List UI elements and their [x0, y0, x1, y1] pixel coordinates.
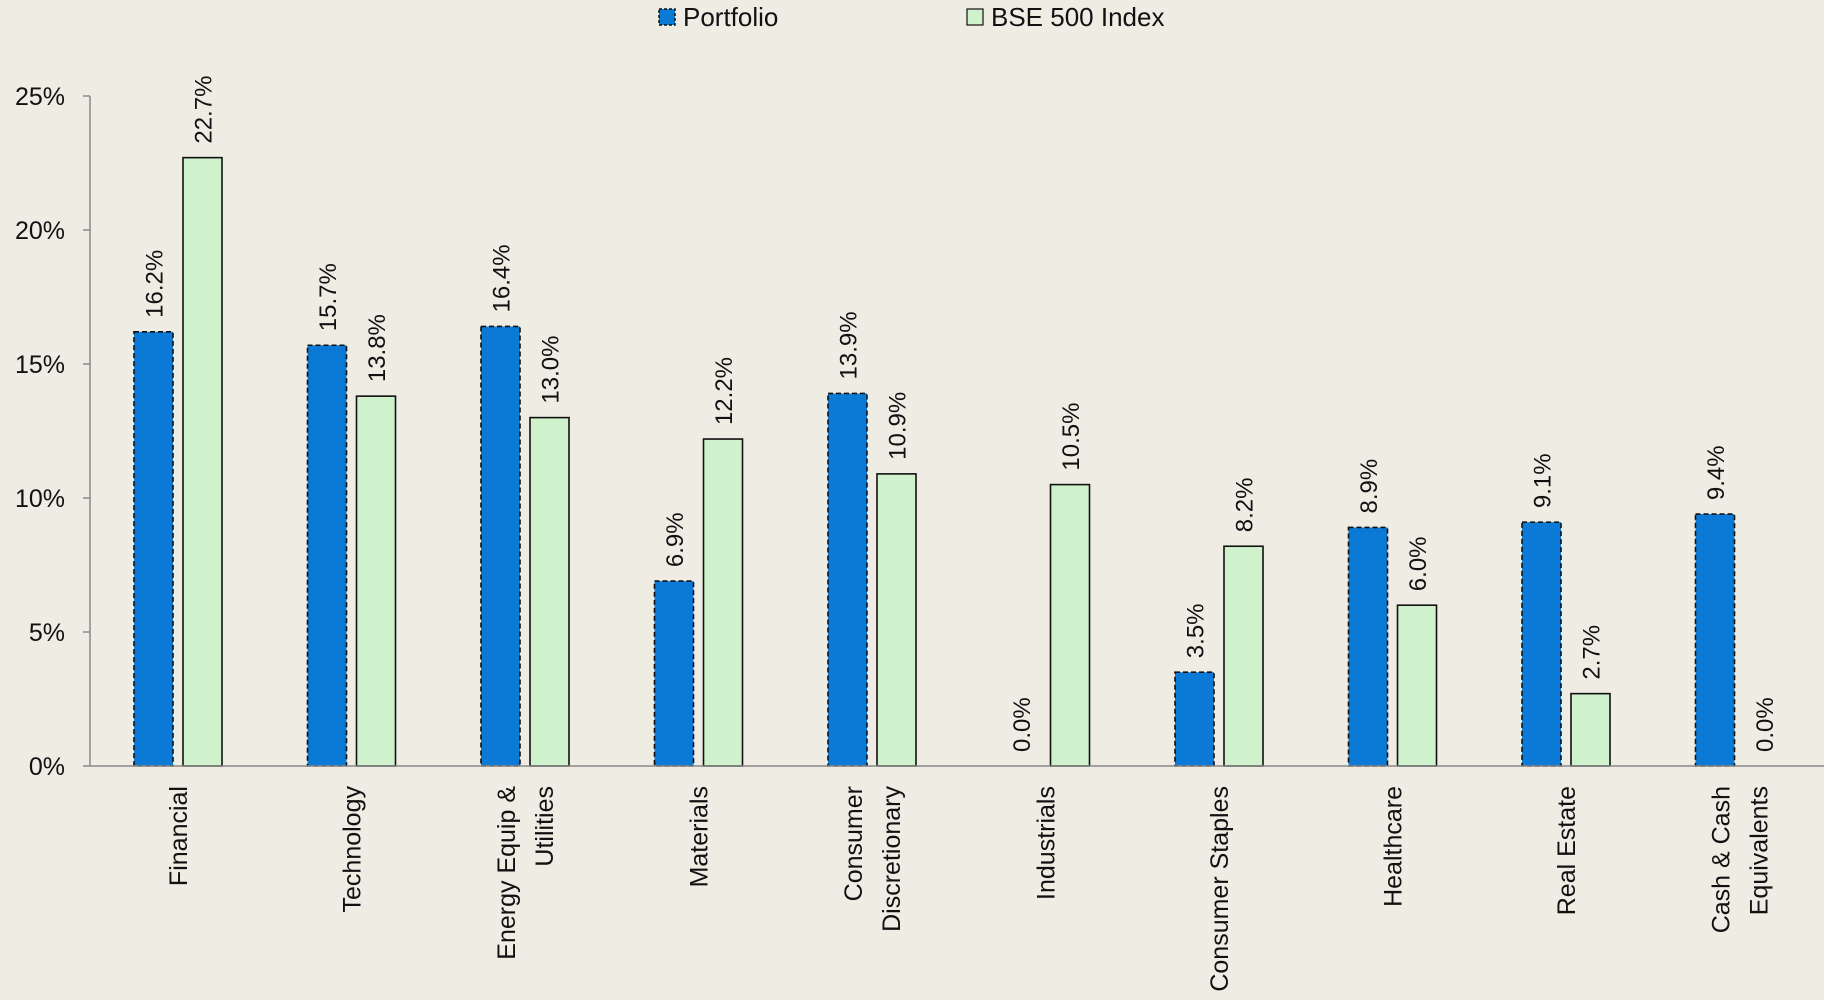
data-label-bse-500-index-technology: 13.8% — [364, 314, 391, 382]
data-label-bse-500-index-consumer-discretionary: 10.9% — [885, 392, 912, 460]
bar-bse-500-index-materials — [702, 438, 744, 767]
bar-portfolio-energy-equip-and-utilities — [480, 325, 521, 767]
legend-label-bse500: BSE 500 Index — [991, 2, 1164, 32]
bar-portfolio-consumer-staples — [1174, 671, 1215, 767]
y-tick-label: 10% — [15, 485, 65, 513]
data-label-bse-500-index-energy-equip-and-utilities: 13.0% — [538, 336, 565, 404]
data-label-portfolio-technology: 15.7% — [315, 263, 342, 331]
bar-portfolio-healthcare — [1347, 526, 1389, 767]
data-label-portfolio-healthcare: 8.9% — [1356, 459, 1383, 514]
data-label-bse-500-index-materials: 12.2% — [711, 357, 738, 425]
bar-portfolio-financial — [133, 331, 174, 767]
x-tick-label-energy-equip-and-utilities-line-2: Utilities — [531, 786, 559, 867]
data-label-bse-500-index-financial: 22.7% — [191, 76, 218, 144]
x-tick-label-consumer-discretionary-line-2: Discretionary — [878, 786, 906, 932]
x-tick-label-healthcare: Healthcare — [1380, 786, 1408, 907]
data-label-bse-500-index-consumer-staples: 8.2% — [1232, 478, 1259, 533]
data-label-portfolio-financial: 16.2% — [142, 250, 169, 318]
x-tick-label-cash-and-cash-equivalents-line-1: Cash & Cash — [1708, 786, 1736, 933]
legend-label-portfolio: Portfolio — [683, 2, 778, 32]
y-tick-label: 20% — [15, 217, 65, 245]
data-label-bse-500-index-industrials: 10.5% — [1058, 403, 1085, 471]
bar-portfolio-technology — [306, 344, 348, 767]
bar-bse-500-index-energy-equip-and-utilities — [529, 416, 570, 767]
data-label-bse-500-index-healthcare: 6.0% — [1405, 536, 1432, 591]
data-label-portfolio-consumer-discretionary: 13.9% — [836, 311, 863, 379]
y-axis: 0% 5% 10% 15% 20% 25% — [15, 83, 91, 781]
bar-bse-500-index-consumer-discretionary — [876, 473, 917, 767]
data-label-portfolio-real-estate: 9.1% — [1530, 453, 1557, 508]
x-tick-label-consumer-staples: Consumer Staples — [1206, 786, 1234, 992]
x-tick-label-energy-equip-and-utilities-line-1: Energy Equip & — [493, 786, 521, 960]
bar-bse-500-index-technology — [355, 395, 397, 767]
legend-item-portfolio: Portfolio — [658, 2, 778, 32]
bar-portfolio-materials — [653, 580, 695, 767]
x-axis: Financial Technology Energy Equip & Utiliti… — [90, 765, 1824, 992]
x-tick-label-technology: Technology — [339, 786, 367, 913]
bar-bse-500-index-healthcare — [1396, 604, 1438, 767]
bars — [133, 156, 1736, 767]
data-label-portfolio-industrials: 0.0% — [1009, 697, 1036, 752]
legend-item-bse500: BSE 500 Index — [966, 2, 1164, 32]
x-tick-label-industrials: Industrials — [1033, 786, 1061, 900]
data-label-bse-500-index-real-estate: 2.7% — [1579, 625, 1606, 680]
bar-bse-500-index-consumer-staples — [1223, 545, 1264, 767]
data-label-portfolio-materials: 6.9% — [662, 512, 689, 567]
legend-swatch-bse500 — [966, 8, 984, 26]
bar-bse-500-index-real-estate — [1570, 692, 1611, 767]
bar-bse-500-index-financial — [182, 156, 223, 767]
y-tick-label: 0% — [29, 753, 65, 781]
x-tick-label-financial: Financial — [165, 786, 193, 886]
y-tick-label: 5% — [29, 619, 65, 647]
legend: Portfolio BSE 500 Index — [658, 2, 1164, 32]
data-label-portfolio-cash-and-cash-equivalents: 9.4% — [1703, 445, 1730, 500]
bar-portfolio-consumer-discretionary — [827, 392, 868, 767]
x-tick-label-materials: Materials — [686, 786, 714, 887]
x-tick-label-real-estate: Real Estate — [1553, 786, 1581, 915]
x-tick-label-consumer-discretionary-line-1: Consumer — [840, 786, 868, 901]
data-label-portfolio-energy-equip-and-utilities: 16.4% — [489, 244, 516, 312]
legend-swatch-portfolio — [658, 8, 676, 26]
bar-portfolio-cash-and-cash-equivalents — [1694, 513, 1736, 767]
bar-portfolio-real-estate — [1521, 521, 1562, 767]
data-label-bse-500-index-cash-and-cash-equivalents: 0.0% — [1752, 697, 1779, 752]
x-tick-label-cash-and-cash-equivalents-line-2: Equivalents — [1746, 786, 1774, 915]
bar-bse-500-index-industrials — [1049, 483, 1091, 767]
y-tick-label: 25% — [15, 83, 65, 111]
data-labels: 16.2% 22.7% 15.7% 13.8% 16.4% 13.0% 6.9% 12.2% 1… — [142, 76, 1780, 752]
y-tick-label: 15% — [15, 351, 65, 379]
data-label-portfolio-consumer-staples: 3.5% — [1183, 603, 1210, 658]
